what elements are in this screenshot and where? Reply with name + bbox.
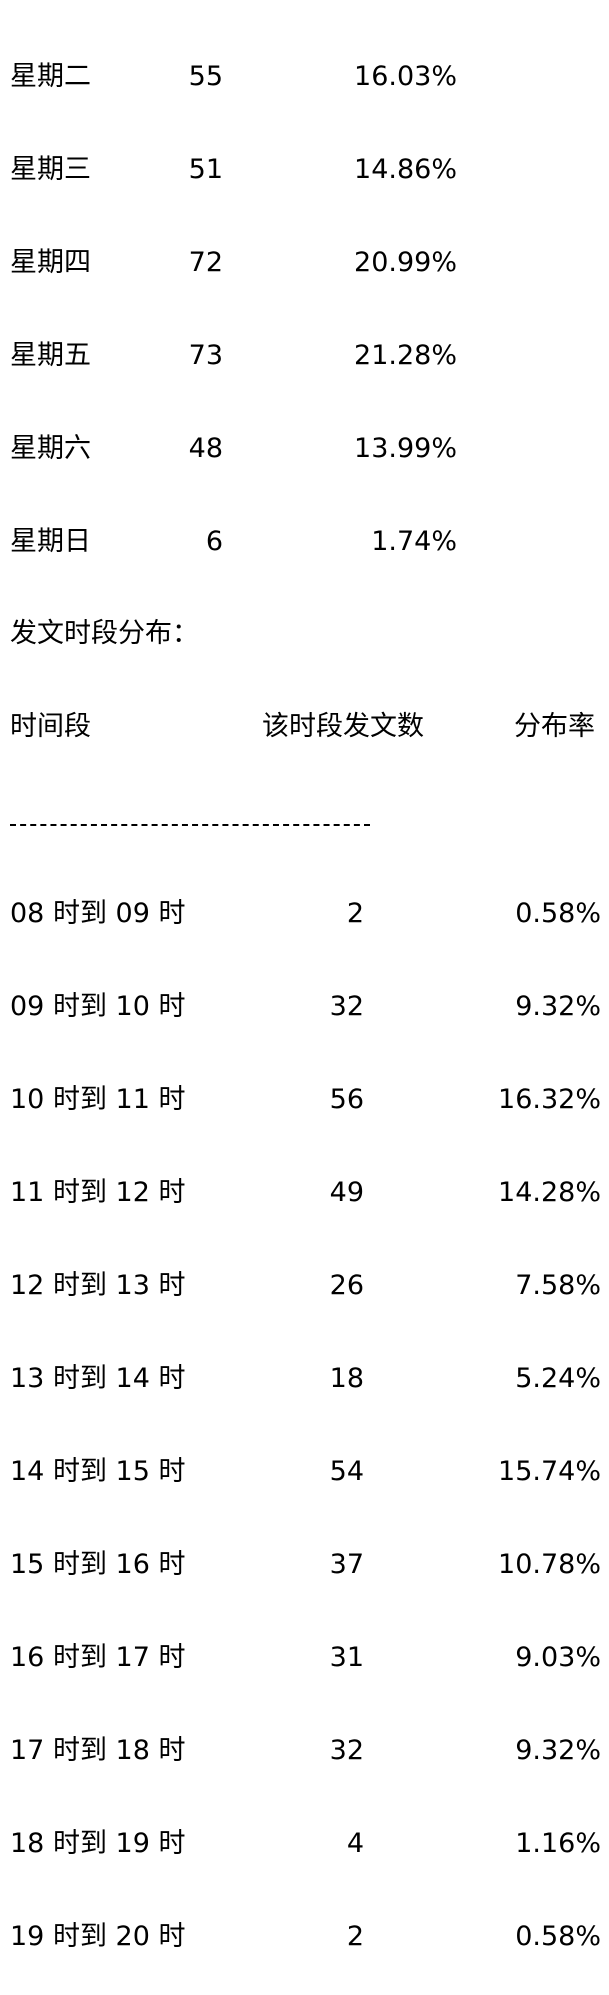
slot-label: 10 时到 11 时 [10,1084,186,1115]
slot-label: 18 时到 19 时 [10,1828,186,1859]
table-divider [10,824,370,826]
slot-rate: 0.58% [515,1921,601,1952]
weekday-rate: 13.99% [354,433,457,464]
slot-rate: 1.16% [515,1828,601,1859]
header-rate: 分布率 [514,711,595,742]
slot-label: 08 时到 09 时 [10,898,186,929]
weekday-rate: 1.74% [371,526,457,557]
slot-count: 56 [329,1084,364,1115]
weekday-count: 6 [205,526,223,557]
slot-label: 11 时到 12 时 [10,1177,186,1208]
slot-rate: 9.32% [515,991,601,1022]
weekday-count: 73 [188,340,223,371]
slot-label: 14 时到 15 时 [10,1456,186,1487]
slot-label: 16 时到 17 时 [10,1642,186,1673]
weekday-rate: 21.28% [354,340,457,371]
slot-count: 2 [346,898,364,929]
slot-count: 31 [329,1642,364,1673]
slot-label: 15 时到 16 时 [10,1549,186,1580]
slot-rate: 9.32% [515,1735,601,1766]
slot-rate: 16.32% [498,1084,601,1115]
weekday-rate: 14.86% [354,154,457,185]
slot-count: 54 [329,1456,364,1487]
slot-count: 37 [329,1549,364,1580]
slot-count: 49 [329,1177,364,1208]
slot-rate: 9.03% [515,1642,601,1673]
slot-rate: 7.58% [515,1270,601,1301]
header-slot: 时间段 [10,711,91,742]
weekday-rate: 16.03% [354,61,457,92]
weekday-name: 星期六 [10,433,91,464]
weekday-rate: 20.99% [354,247,457,278]
weekday-name: 星期三 [10,154,91,185]
slot-label: 13 时到 14 时 [10,1363,186,1394]
slot-label: 19 时到 20 时 [10,1921,186,1952]
weekday-name: 星期四 [10,247,91,278]
slot-rate: 14.28% [498,1177,601,1208]
slot-count: 32 [329,991,364,1022]
slot-rate: 0.58% [515,898,601,929]
weekday-name: 星期五 [10,340,91,371]
slot-count: 32 [329,1735,364,1766]
slot-count: 2 [346,1921,364,1952]
weekday-count: 51 [188,154,223,185]
slot-rate: 10.78% [498,1549,601,1580]
weekday-count: 72 [188,247,223,278]
slot-label: 17 时到 18 时 [10,1735,186,1766]
weekday-count: 55 [188,61,223,92]
weekday-count: 48 [188,433,223,464]
weekday-name: 星期日 [10,526,91,557]
slot-label: 09 时到 10 时 [10,991,186,1022]
header-count: 该时段发文数 [262,711,424,742]
weekday-name: 星期二 [10,61,91,92]
slot-rate: 15.74% [498,1456,601,1487]
slot-label: 12 时到 13 时 [10,1270,186,1301]
slot-rate: 5.24% [515,1363,601,1394]
slot-count: 26 [329,1270,364,1301]
slot-count: 4 [346,1828,364,1859]
slot-count: 18 [329,1363,364,1394]
time-section-title: 发文时段分布： [10,618,199,649]
